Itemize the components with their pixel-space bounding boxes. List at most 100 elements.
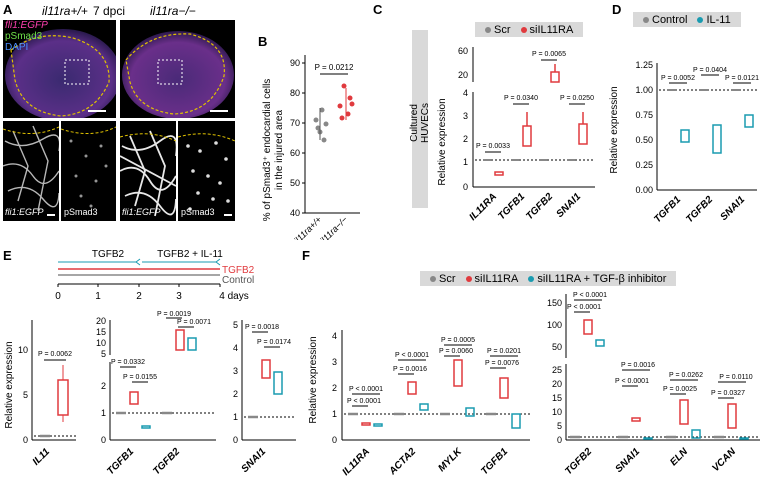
panel-e-ytick: 4 — [233, 343, 238, 353]
panel-d-chart: Relative expression 0.00 0.25 0.50 0.75 … — [609, 60, 759, 225]
panel-e-ytick: 0 — [233, 435, 238, 445]
panel-f-pvalue: P < 0.0001 — [573, 292, 607, 299]
panel-b-ylabel-line1: % of pSmad3⁺ endocardial cells — [262, 79, 273, 222]
sub-label-1: fli1:EGFP — [5, 207, 44, 217]
panel-b-pvalue: P = 0.0212 — [315, 63, 354, 72]
panel-f-pvalue: P < 0.0001 — [567, 304, 601, 311]
micrograph-wt-egfp-zoom — [3, 121, 59, 221]
panel-d-pvalue: P = 0.0121 — [725, 75, 759, 82]
panel-c-xlabel: IL11RA — [468, 191, 500, 223]
panel-c-chart: Relative expression 0 1 2 3 4 20 60 P = … — [437, 46, 595, 223]
panel-a-timepoint: 7 dpci — [93, 4, 126, 18]
panel-e-label: E — [3, 248, 12, 263]
sub-label-4: pSmad3 — [181, 207, 215, 217]
panel-f-ytick: 2 — [332, 383, 337, 393]
panel-c-ytick: 3 — [463, 111, 468, 121]
panel-c-ytick: 2 — [463, 134, 468, 144]
panel-f-xlabel: ACTA2 — [387, 446, 419, 478]
panel-f-ytick: 0 — [332, 435, 337, 445]
panel-e-ytick: 5 — [101, 349, 106, 359]
panel-b-dots-wt — [313, 107, 329, 143]
panel-f-xlabel: VCAN — [710, 446, 738, 474]
panel-d-xlabel: TGFB2 — [684, 194, 715, 225]
panel-c-ytick: 60 — [458, 46, 468, 56]
panel-f-xlabel: MYLK — [436, 446, 464, 474]
panel-d-legend: Control IL-11 — [633, 12, 741, 27]
panel-f-chart-left: Relative expression 0 1 2 3 4 P < 0.0001… — [308, 330, 530, 478]
panel-f-pvalue: P = 0.0060 — [439, 348, 473, 355]
panel-d-pvalue: P = 0.0052 — [661, 75, 695, 82]
channel-dapi-label: DAPI — [5, 42, 29, 53]
panel-f-ytick: 10 — [552, 407, 562, 417]
panel-e-xlabel: IL11 — [31, 446, 53, 468]
panel-b-ytick-90: 90 — [290, 58, 300, 68]
panel-b-ylabel: % of pSmad3⁺ endocardial cells in the in… — [262, 79, 285, 222]
panel-f-ytick: 150 — [547, 298, 562, 308]
panel-f-pvalue: P < 0.0001 — [395, 352, 429, 359]
sub-label-3: fli1:EGFP — [122, 207, 161, 217]
panel-e-ytick: 2 — [101, 381, 106, 391]
panel-e-ytick: 0 — [23, 435, 28, 445]
panel-f-legend: Scr siIL11RA siIL11RA + TGF-β inhibitor — [420, 271, 677, 286]
panel-d-ytick: 0.75 — [635, 110, 653, 120]
panel-e-ytick: 10 — [18, 345, 28, 355]
panel-b-xlabel-wt: il11ra+/+ — [292, 214, 323, 240]
panel-f-xlabel: TGFB1 — [479, 446, 510, 477]
panel-e-ytick: 15 — [96, 327, 106, 337]
legend-f-inhibitor: siIL11RA + TGF-β inhibitor — [528, 273, 666, 285]
panel-f-ytick: 50 — [552, 342, 562, 352]
panel-b-label: B — [258, 34, 268, 49]
panel-e-chart-snai1: 0 1 2 3 4 5 P = 0.0018 P = 0.0174 SNAI1 — [233, 320, 296, 475]
panel-f-pvalue: P = 0.0262 — [669, 372, 703, 379]
panel-e-ytick: 1 — [101, 408, 106, 418]
panel-b-ytick-60: 60 — [290, 148, 300, 158]
panel-d-ytick: 0.25 — [635, 160, 653, 170]
panel-d-xlabel: SNAI1 — [719, 194, 748, 223]
panel-f-ytick: 5 — [557, 421, 562, 431]
panel-d-pvalue: P = 0.0404 — [693, 67, 727, 74]
legend-siil11ra: siIL11RA — [520, 24, 573, 36]
panel-e-xlabel: TGFB2 — [151, 446, 182, 477]
channel-egfp-label: fli1:EGFP — [5, 20, 48, 31]
panel-f-xlabel: ELN — [668, 446, 690, 468]
panel-d-ylabel: Relative expression — [609, 86, 620, 173]
panel-c-pvalue: P = 0.0033 — [476, 143, 510, 150]
panel-f-xlabel: SNAI1 — [614, 446, 643, 475]
panel-f-pvalue: P < 0.0001 — [349, 386, 383, 393]
panel-c-pvalue: P = 0.0250 — [560, 95, 594, 102]
panel-c-xlabel: TGFB1 — [496, 191, 527, 222]
panel-c-pvalue: P = 0.0065 — [532, 51, 566, 58]
legend-scr: Scr — [485, 24, 511, 36]
panel-e-pvalue: P = 0.0019 — [157, 311, 191, 318]
panel-b-xlabel-ko: il11ra−/− — [318, 214, 349, 240]
panel-e-pvalue: P = 0.0018 — [245, 324, 279, 331]
micrograph-wt-overview — [3, 20, 116, 118]
legend-f-scr: Scr — [430, 273, 456, 285]
panel-f-ytick: 3 — [332, 357, 337, 367]
panel-d-label: D — [612, 2, 622, 17]
panel-e-pvalue: P = 0.0174 — [257, 339, 291, 346]
panel-f-pvalue: P = 0.0201 — [487, 348, 521, 355]
legend-control: Control — [643, 14, 687, 26]
panel-e-ytick: 5 — [23, 390, 28, 400]
panel-b-ylabel-line2: in the injured area — [274, 110, 285, 190]
panel-f-ytick: 1 — [332, 409, 337, 419]
panel-c-ylabel: Relative expression — [437, 98, 448, 185]
panel-e-xlabel: SNAI1 — [240, 446, 269, 475]
panel-e-ytick: 5 — [233, 320, 238, 330]
panel-f-label: F — [302, 248, 310, 263]
panel-e-ytick: 2 — [233, 389, 238, 399]
panel-f-ytick: 15 — [552, 393, 562, 403]
panel-e-ytick: 0 — [101, 435, 106, 445]
panel-a-label: A — [3, 2, 13, 17]
timeline-tick: 2 — [136, 291, 142, 302]
panel-c-ytick: 1 — [463, 157, 468, 167]
panel-b-ytick-40: 40 — [290, 208, 300, 218]
panel-f-pvalue: P < 0.0001 — [615, 378, 649, 385]
micrograph-ko-egfp-zoom — [120, 121, 176, 221]
timeline-control-line-label: Control — [222, 275, 254, 286]
panel-b-ytick-50: 50 — [290, 178, 300, 188]
panel-f-pvalue: P = 0.0327 — [711, 390, 745, 397]
panel-f-xlabel: IL11RA — [341, 446, 373, 478]
panel-f-pvalue: P < 0.0001 — [347, 398, 381, 405]
